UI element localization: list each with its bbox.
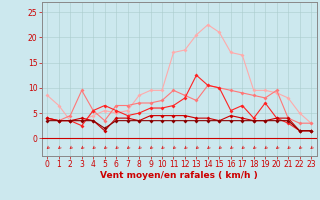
X-axis label: Vent moyen/en rafales ( km/h ): Vent moyen/en rafales ( km/h ) — [100, 171, 258, 180]
